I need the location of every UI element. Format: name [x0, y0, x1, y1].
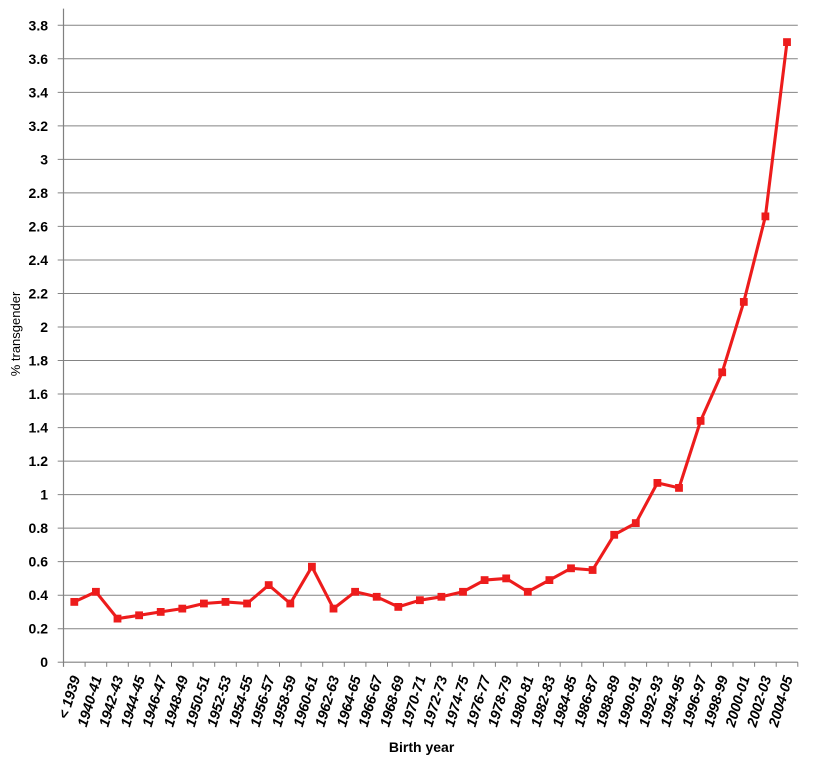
svg-text:3.8: 3.8: [29, 17, 49, 33]
svg-text:0.4: 0.4: [29, 587, 49, 603]
svg-text:0.2: 0.2: [29, 621, 49, 637]
svg-text:0.6: 0.6: [29, 554, 49, 570]
svg-text:1.4: 1.4: [29, 420, 49, 436]
svg-text:3: 3: [40, 151, 48, 167]
svg-text:2.4: 2.4: [29, 252, 49, 268]
svg-text:2.2: 2.2: [29, 286, 49, 302]
svg-text:3.2: 3.2: [29, 118, 49, 134]
svg-text:0: 0: [40, 654, 48, 670]
svg-text:Birth year: Birth year: [389, 739, 455, 755]
svg-text:1.8: 1.8: [29, 353, 49, 369]
svg-text:3.4: 3.4: [29, 84, 49, 100]
svg-text:2.8: 2.8: [29, 185, 49, 201]
svg-text:2.6: 2.6: [29, 218, 49, 234]
svg-text:1.2: 1.2: [29, 453, 49, 469]
svg-text:0.8: 0.8: [29, 520, 49, 536]
svg-text:2: 2: [40, 319, 48, 335]
svg-text:% transgender: % transgender: [8, 291, 23, 376]
svg-text:3.6: 3.6: [29, 51, 49, 67]
svg-text:1: 1: [40, 487, 48, 503]
svg-text:1.6: 1.6: [29, 386, 49, 402]
